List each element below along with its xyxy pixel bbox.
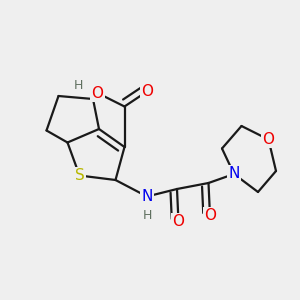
Text: H: H bbox=[74, 79, 83, 92]
Text: N: N bbox=[141, 189, 153, 204]
Text: H: H bbox=[142, 209, 152, 222]
Text: O: O bbox=[141, 84, 153, 99]
Text: O: O bbox=[262, 132, 274, 147]
Text: O: O bbox=[92, 85, 104, 100]
Text: O: O bbox=[172, 214, 184, 230]
Text: N: N bbox=[228, 167, 240, 182]
Text: S: S bbox=[75, 168, 84, 183]
Text: O: O bbox=[204, 208, 216, 224]
